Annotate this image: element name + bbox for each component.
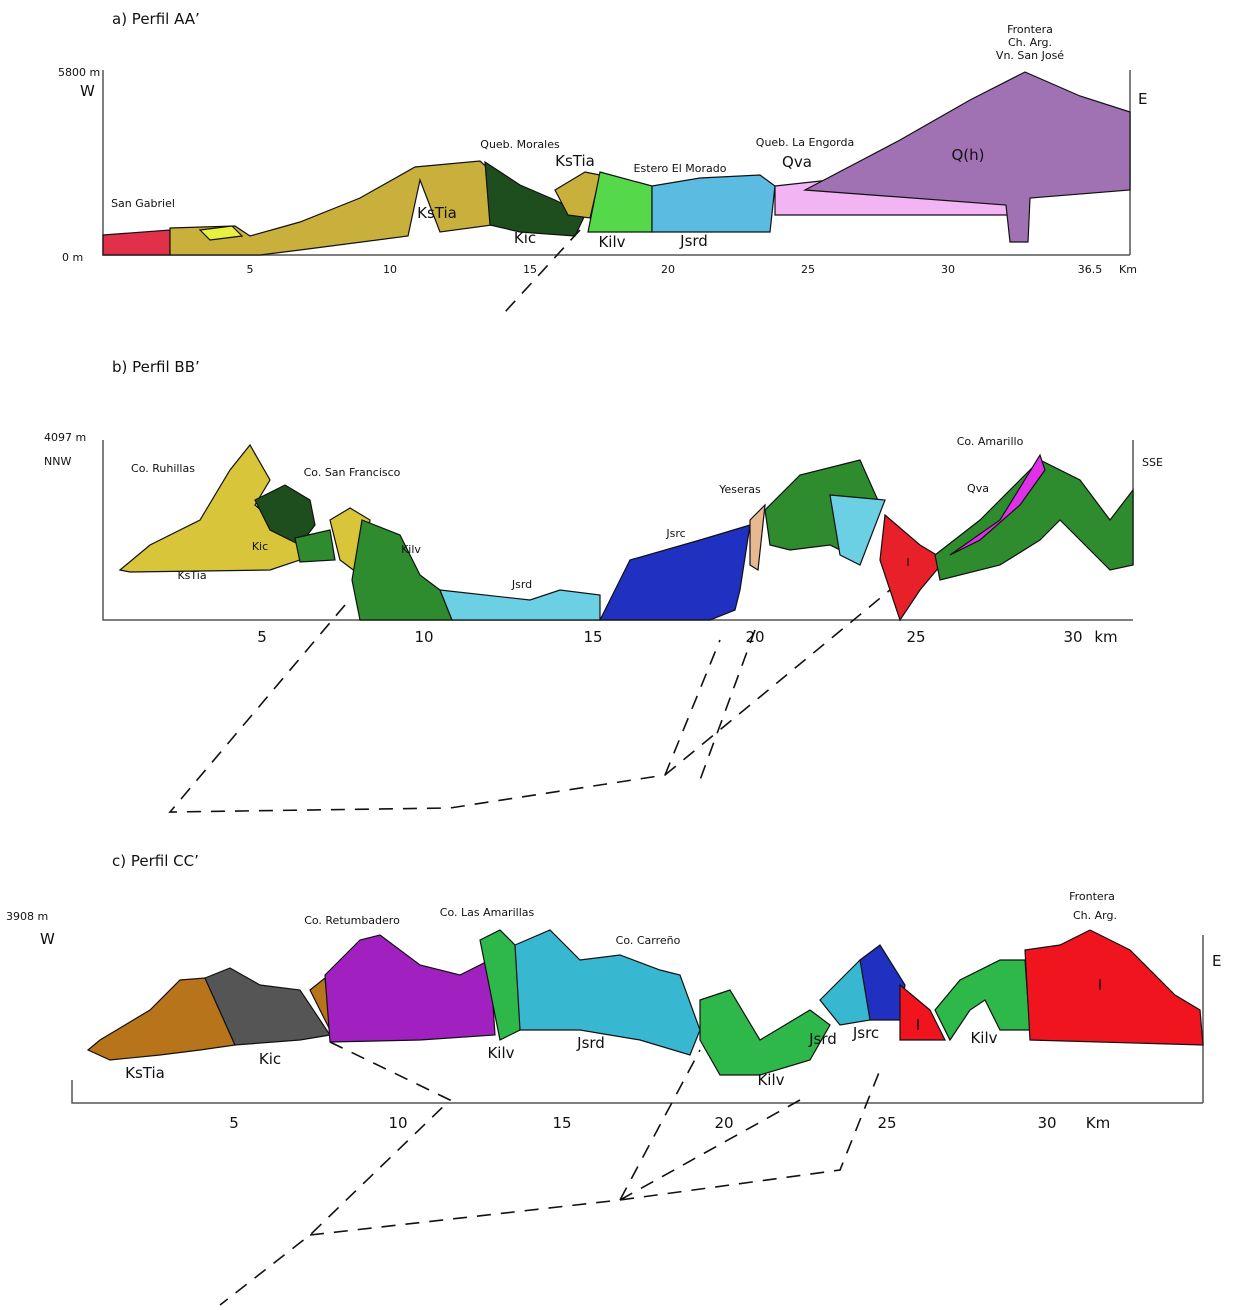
unit <box>588 172 652 232</box>
direction-label: W <box>80 82 95 100</box>
unit <box>652 175 775 232</box>
label: Jsrd <box>808 1030 837 1048</box>
label: Jsrc <box>665 527 685 540</box>
label: Queb. La Engorda <box>756 136 854 149</box>
tick-label: 25 <box>877 1114 896 1132</box>
tick-label: 30 <box>1063 628 1082 646</box>
tick-label: 15 <box>523 263 537 276</box>
label: Ch. Arg. <box>1008 36 1052 49</box>
label: Frontera <box>1069 890 1115 903</box>
label: Co. San Francisco <box>304 466 401 479</box>
unit <box>440 590 600 620</box>
panel-title: a) Perfil AA’ <box>112 10 200 28</box>
unit <box>830 495 885 565</box>
unit <box>880 515 945 620</box>
unit <box>515 930 700 1055</box>
x-ticks: 5 10 15 20 25 30 km <box>257 628 1117 646</box>
direction-label: E <box>1138 90 1147 108</box>
label: Kilv <box>401 543 421 556</box>
label: Kilv <box>598 233 625 251</box>
unit <box>325 935 495 1042</box>
label: Qva <box>967 482 989 495</box>
fault <box>170 590 890 812</box>
label: Co. Amarillo <box>957 435 1024 448</box>
elevation-label: 5800 m <box>58 66 100 79</box>
label: Queb. Morales <box>480 138 560 151</box>
label: I <box>916 1016 920 1034</box>
label: Jsrd <box>679 232 708 250</box>
elevation-label: 3908 m <box>6 910 48 923</box>
label: Co. Carreño <box>616 934 681 947</box>
tick-label: 5 <box>229 1114 239 1132</box>
tick-label: 5 <box>257 628 267 646</box>
panel-c: c) Perfil CC’ 3908 m W E 5 10 15 20 25 3… <box>6 852 1221 1305</box>
tick-label: 20 <box>661 263 675 276</box>
tick-label: 15 <box>583 628 602 646</box>
label: KsTia <box>177 569 206 582</box>
axis-unit: km <box>1094 628 1117 646</box>
direction-label: E <box>1212 952 1221 970</box>
label: KsTia <box>125 1064 165 1082</box>
unit <box>935 960 1030 1040</box>
unit <box>103 230 170 255</box>
unit <box>1025 930 1203 1045</box>
direction-label: NNW <box>44 455 71 468</box>
label: Vn. San José <box>996 49 1064 62</box>
label: KsTia <box>417 204 457 222</box>
elevation-label: 0 m <box>62 251 83 264</box>
label: Q(h) <box>951 146 984 164</box>
axis-unit: Km <box>1119 263 1137 276</box>
label: Yeseras <box>718 483 761 496</box>
label: Kic <box>259 1050 281 1068</box>
panel-b: b) Perfil BB’ 4097 m NNW SSE 5 10 15 20 … <box>44 358 1163 812</box>
label: Qva <box>782 153 812 171</box>
label: Jsrc <box>852 1024 879 1042</box>
x-ticks: 5 10 15 20 25 30 Km <box>229 1114 1110 1132</box>
label: Co. Las Amarillas <box>440 906 535 919</box>
axis-unit: Km <box>1086 1114 1110 1132</box>
cross-sections: a) Perfil AA’ 5800 m W 0 m E 5 10 15 20 … <box>0 0 1233 1310</box>
label: Estero El Morado <box>634 162 727 175</box>
x-ticks: 5 10 15 20 25 30 36.5 Km <box>247 263 1137 276</box>
panel-title: c) Perfil CC’ <box>112 852 199 870</box>
unit <box>750 505 765 570</box>
tick-label: 30 <box>1037 1114 1056 1132</box>
tick-label: 10 <box>383 263 397 276</box>
tick-label: 30 <box>941 263 955 276</box>
unit <box>352 520 452 620</box>
tick-label: 25 <box>906 628 925 646</box>
label: I <box>906 556 909 569</box>
label: Kic <box>514 229 536 247</box>
label: San Gabriel <box>111 197 175 210</box>
label: Kilv <box>757 1071 784 1089</box>
tick-label: 10 <box>388 1114 407 1132</box>
label: KsTia <box>555 152 595 170</box>
label: Kilv <box>487 1044 514 1062</box>
tick-label: 36.5 <box>1078 263 1103 276</box>
tick-label: 20 <box>745 628 764 646</box>
label: Co. Ruhillas <box>131 462 195 475</box>
tick-label: 20 <box>714 1114 733 1132</box>
tick-label: 25 <box>801 263 815 276</box>
panel-a: a) Perfil AA’ 5800 m W 0 m E 5 10 15 20 … <box>58 10 1147 312</box>
label: Jsrd <box>511 578 532 591</box>
label: Kilv <box>970 1029 997 1047</box>
label: Frontera <box>1007 23 1053 36</box>
elevation-label: 4097 m <box>44 431 86 444</box>
tick-label: 10 <box>414 628 433 646</box>
label: Jsrd <box>576 1034 605 1052</box>
tick-label: 5 <box>247 263 254 276</box>
label: Kic <box>252 540 268 553</box>
direction-label: SSE <box>1142 456 1163 469</box>
label: Co. Retumbadero <box>304 914 400 927</box>
direction-label: W <box>40 930 55 948</box>
panel-title: b) Perfil BB’ <box>112 358 200 376</box>
tick-label: 15 <box>552 1114 571 1132</box>
label: I <box>1098 976 1102 994</box>
label: Ch. Arg. <box>1073 909 1117 922</box>
